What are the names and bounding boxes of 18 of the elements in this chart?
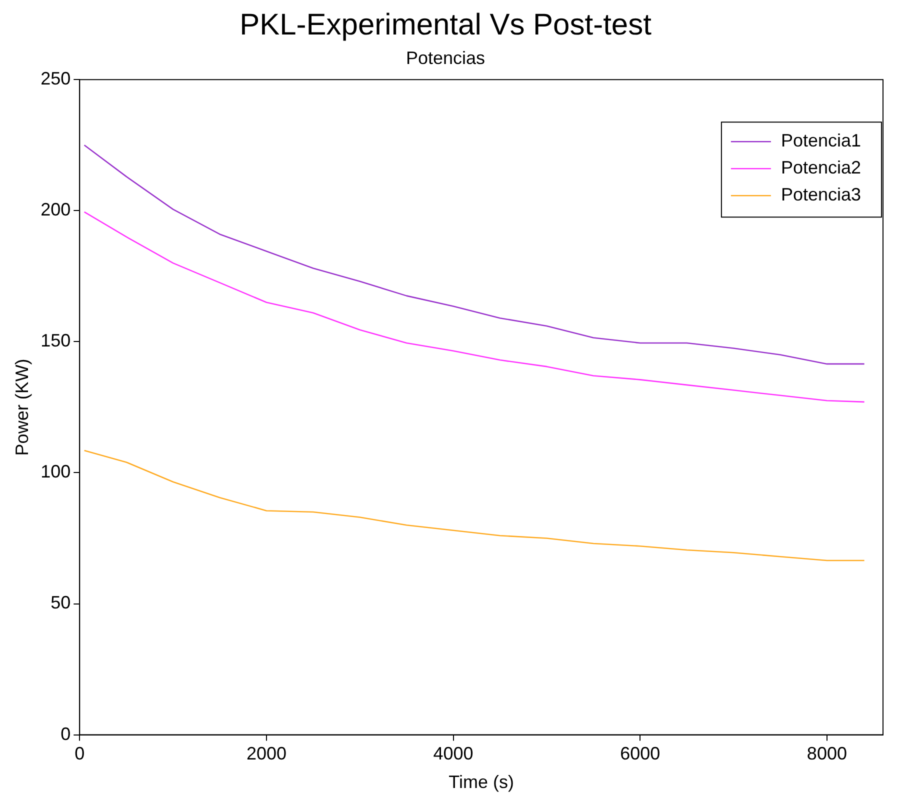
y-tick-label: 200 [40, 200, 71, 220]
legend-label: Potencia1 [780, 130, 862, 151]
y-tick-label: 250 [40, 68, 71, 89]
x-tick-label: 2000 [246, 744, 286, 764]
x-tick-label: 8000 [806, 744, 847, 764]
legend-label: Potencia2 [780, 158, 862, 178]
x-tick-label: 6000 [620, 744, 660, 764]
legend-label: Potencia3 [780, 184, 862, 205]
y-tick-label: 50 [50, 592, 71, 613]
y-tick-label: 100 [40, 462, 71, 482]
chart-title: PKL-Experimental Vs Post-test [240, 8, 652, 42]
y-tick-label: 150 [40, 330, 71, 351]
x-tick-label: 4000 [433, 744, 474, 764]
y-axis-title: Power (KW) [12, 358, 32, 456]
y-tick-label: 0 [60, 724, 71, 744]
chart-subtitle: Potencias [406, 48, 486, 68]
x-tick-label: 0 [74, 744, 85, 764]
x-axis-title: Time (s) [448, 772, 514, 792]
